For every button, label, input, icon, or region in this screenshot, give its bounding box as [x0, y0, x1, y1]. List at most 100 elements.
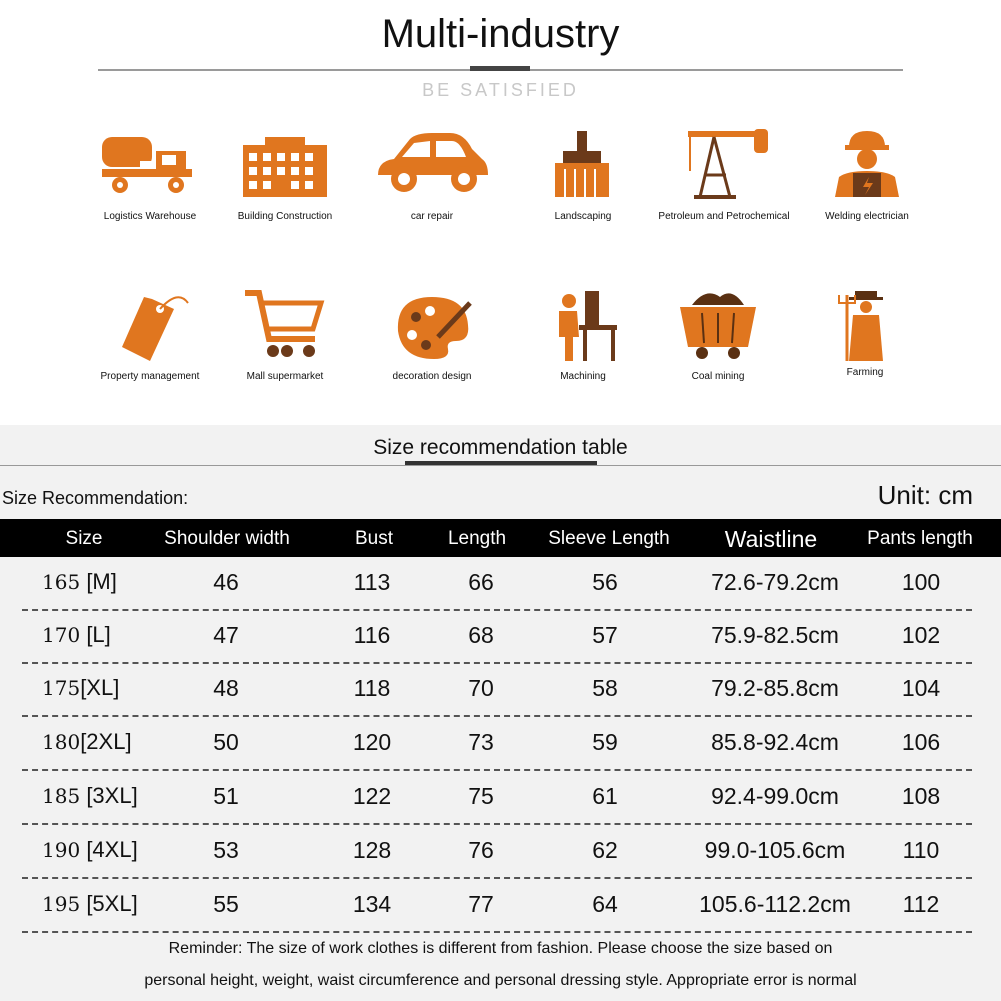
size-cell: 190 [4XL] — [42, 837, 138, 862]
industry-item-decoration: decoration design — [352, 285, 512, 382]
table-row: 190 [4XL] 53 128 76 62 99.0-105.6cm 110 — [0, 825, 1001, 879]
cart-icon — [245, 290, 325, 357]
row-separator — [22, 609, 972, 611]
column-header-shoulder: Shoulder width — [164, 528, 290, 549]
tag-icon — [122, 296, 189, 361]
oil-pump-icon — [688, 129, 768, 199]
waist-cell: 92.4-99.0cm — [711, 783, 839, 809]
building-icon — [243, 137, 327, 197]
sleeve-cell: 57 — [592, 622, 618, 648]
industry-label: Machining — [560, 371, 606, 382]
shoulder-cell: 51 — [213, 783, 239, 809]
table-row: 165 [M] 46 113 66 56 72.6-79.2cm 100 — [0, 557, 1001, 611]
size-cell: 170 [L] — [42, 622, 111, 647]
size-cell: 180[2XL] — [42, 729, 132, 754]
table-row: 170 [L] 47 116 68 57 75.9-82.5cm 102 — [0, 610, 1001, 664]
length-cell: 70 — [468, 675, 494, 701]
industry-label: Logistics Warehouse — [103, 211, 197, 222]
shoulder-cell: 48 — [213, 675, 239, 701]
worker-icon — [835, 131, 899, 197]
row-separator — [22, 823, 972, 825]
shoulder-cell: 50 — [213, 729, 239, 755]
size-table-title-underline — [405, 461, 597, 465]
industry-label: Petroleum and Petrochemical — [658, 211, 790, 222]
title-divider-accent — [470, 66, 530, 71]
sleeve-cell: 59 — [592, 729, 618, 755]
industry-item-mall: Mall supermarket — [205, 285, 365, 382]
sleeve-cell: 64 — [592, 891, 618, 917]
truck-icon — [102, 137, 192, 193]
industry-item-car-repair: car repair — [352, 125, 512, 222]
bust-cell: 118 — [353, 675, 391, 701]
shoulder-cell: 53 — [213, 837, 239, 863]
column-header-bust: Bust — [354, 528, 394, 549]
reminder-line-1: Reminder: The size of work clothes is di… — [168, 940, 833, 957]
page-title: Multi-industry — [381, 12, 620, 56]
waist-cell: 99.0-105.6cm — [704, 837, 846, 863]
bust-cell: 128 — [352, 837, 392, 863]
reminder-line-2: personal height, weight, waist circumfer… — [144, 972, 857, 989]
industry-item-farming: Farming — [785, 285, 945, 378]
industry-label: Landscaping — [554, 211, 612, 222]
industry-item-landscaping: Landscaping — [503, 125, 663, 222]
row-separator — [22, 715, 972, 717]
bust-cell: 113 — [353, 569, 391, 595]
row-separator — [22, 931, 972, 933]
row-separator — [22, 662, 972, 664]
table-row: 180[2XL] 50 120 73 59 85.8-92.4cm 106 — [0, 717, 1001, 771]
palette-icon — [397, 297, 472, 359]
industry-label: Building Construction — [237, 211, 333, 222]
row-separator — [22, 769, 972, 771]
sleeve-cell: 58 — [592, 675, 618, 701]
column-header-waistline: Waistline — [724, 526, 818, 552]
waist-cell: 72.6-79.2cm — [711, 569, 839, 595]
column-header-sleeve: Sleeve Length — [548, 528, 670, 549]
bust-cell: 116 — [353, 622, 391, 648]
shoulder-cell: 46 — [213, 569, 239, 595]
waist-cell: 85.8-92.4cm — [711, 729, 839, 755]
pants-cell: 112 — [902, 891, 940, 917]
length-cell: 73 — [468, 729, 494, 755]
bust-cell: 134 — [352, 891, 392, 917]
industry-item-machining: Machining — [503, 285, 663, 382]
table-row: 175[XL] 48 118 70 58 79.2-85.8cm 104 — [0, 663, 1001, 717]
pants-cell: 100 — [901, 569, 941, 595]
industry-item-construction: Building Construction — [205, 125, 365, 222]
bust-cell: 120 — [352, 729, 392, 755]
waist-cell: 105.6-112.2cm — [699, 891, 851, 917]
length-cell: 75 — [468, 783, 494, 809]
industry-label: decoration design — [392, 371, 472, 382]
industry-item-welding: Welding electrician — [787, 125, 947, 222]
industry-label: Farming — [846, 367, 884, 378]
pants-cell: 110 — [902, 837, 940, 863]
industry-label: Coal mining — [691, 371, 745, 382]
brush-icon — [555, 131, 609, 197]
shoulder-cell: 55 — [213, 891, 239, 917]
machinist-icon — [559, 291, 617, 361]
industry-item-coal-mining: Coal mining — [638, 285, 798, 382]
size-cell: 195 [5XL] — [42, 891, 138, 916]
farmer-icon — [838, 291, 883, 361]
column-header-pants: Pants length — [867, 528, 973, 549]
size-cell: 175[XL] — [42, 675, 120, 700]
industry-item-property: Property management — [70, 285, 230, 382]
size-table-header: Size Shoulder width Bust Length Sleeve L… — [0, 519, 1001, 557]
length-cell: 66 — [468, 569, 494, 595]
industry-section: Multi-industry BE SATISFIED Logistics Wa… — [0, 0, 1001, 425]
car-icon — [378, 133, 488, 192]
industry-label: Welding electrician — [825, 211, 909, 222]
pants-cell: 106 — [901, 729, 941, 755]
length-cell: 77 — [468, 891, 494, 917]
sleeve-cell: 56 — [592, 569, 618, 595]
page-subtitle: BE SATISFIED — [422, 80, 579, 100]
industry-label: Mall supermarket — [246, 371, 324, 382]
waist-cell: 79.2-85.8cm — [711, 675, 839, 701]
size-table-title: Size recommendation table — [373, 436, 628, 459]
shoulder-cell: 47 — [213, 622, 239, 648]
size-table-divider — [0, 465, 1001, 466]
table-row: 195 [5XL] 55 134 77 64 105.6-112.2cm 112 — [0, 879, 1001, 933]
unit-label: Unit: cm — [877, 480, 973, 510]
industry-item-logistics: Logistics Warehouse — [70, 125, 230, 222]
length-cell: 68 — [468, 622, 494, 648]
row-separator — [22, 877, 972, 879]
